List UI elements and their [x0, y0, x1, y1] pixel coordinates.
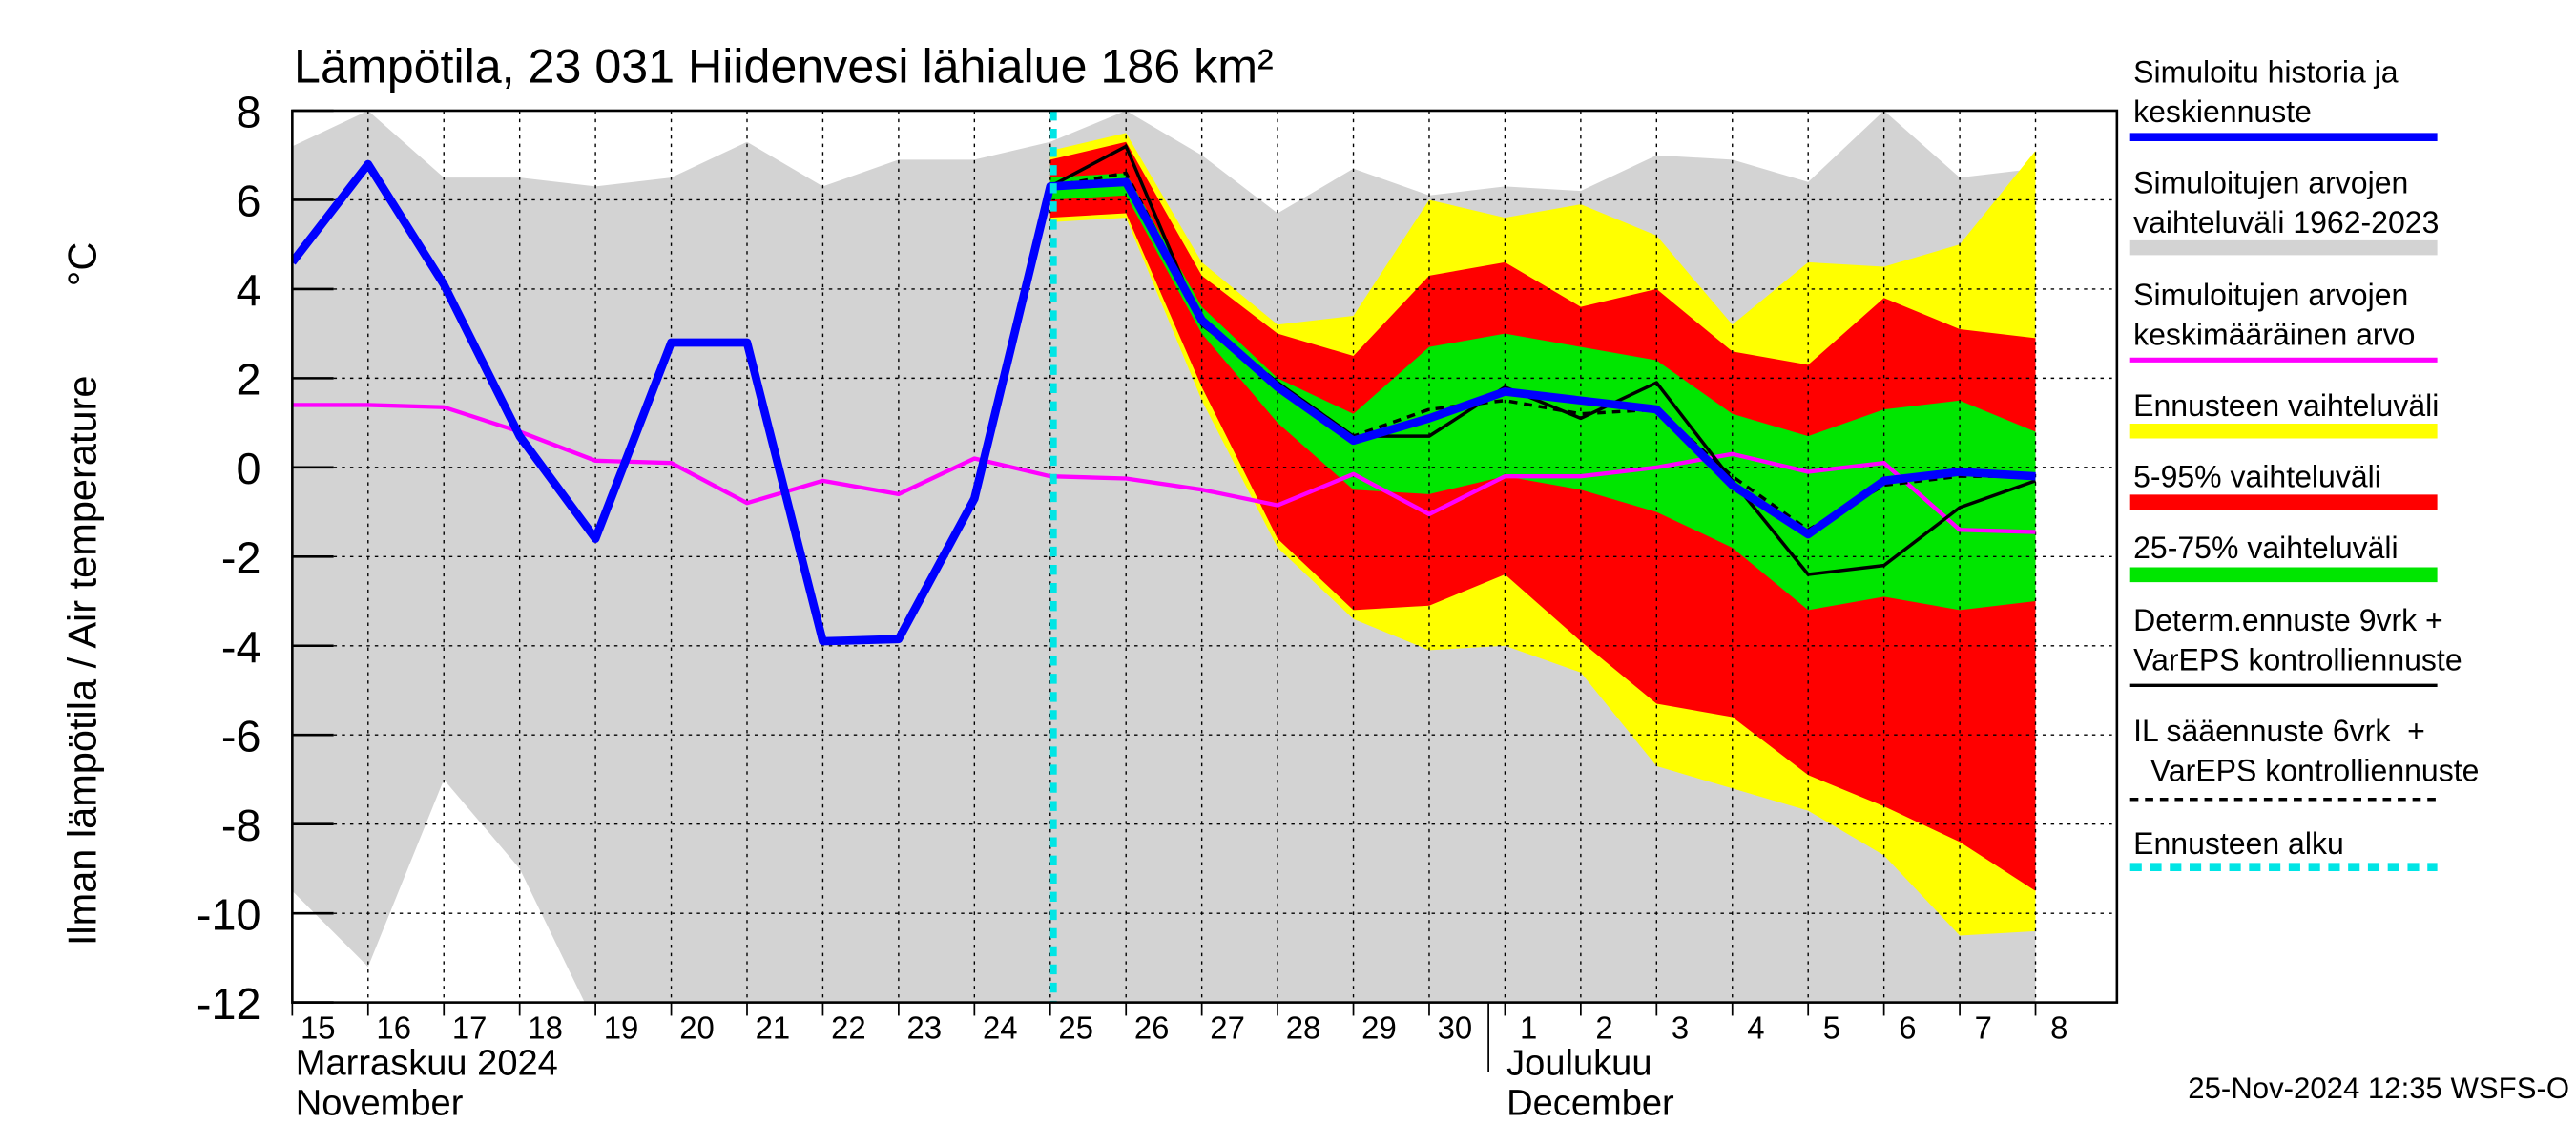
legend-label: VarEPS kontrolliennuste — [2133, 643, 2462, 677]
y-tick-label: 4 — [236, 265, 260, 315]
x-tick-label: 3 — [1672, 1010, 1689, 1046]
month-label: Joulukuu — [1506, 1044, 1652, 1084]
month-label: Marraskuu 2024 — [296, 1044, 558, 1084]
x-tick-label: 7 — [1975, 1010, 1992, 1046]
x-tick-label: 5 — [1823, 1010, 1840, 1046]
legend-label: IL sääennuste 6vrk + — [2133, 714, 2425, 748]
y-tick-label: 2 — [236, 355, 260, 405]
legend-label: vaihteluväli 1962-2023 — [2133, 205, 2439, 239]
x-tick-label: 16 — [376, 1010, 411, 1046]
legend-label: Ennusteen alku — [2133, 826, 2344, 861]
y-tick-label: -4 — [221, 622, 261, 672]
y-tick-label: -6 — [221, 712, 261, 761]
legend-label: VarEPS kontrolliennuste — [2133, 754, 2479, 788]
x-tick-label: 20 — [679, 1010, 715, 1046]
x-tick-label: 23 — [907, 1010, 943, 1046]
x-tick-label: 30 — [1438, 1010, 1473, 1046]
y-axis-label: Ilman lämpötila / Air temperature — [59, 376, 104, 947]
x-tick-label: 19 — [604, 1010, 639, 1046]
x-tick-label: 15 — [301, 1010, 336, 1046]
legend-label: keskimääräinen arvo — [2133, 318, 2415, 352]
x-tick-label: 29 — [1361, 1010, 1397, 1046]
x-tick-label: 26 — [1134, 1010, 1170, 1046]
x-tick-label: 4 — [1747, 1010, 1764, 1046]
legend-label: Determ.ennuste 9vrk + — [2133, 603, 2443, 637]
x-tick-label: 22 — [831, 1010, 866, 1046]
y-tick-label: 8 — [236, 87, 260, 136]
x-tick-label: 24 — [983, 1010, 1018, 1046]
y-tick-label: 0 — [236, 444, 260, 493]
legend-label: Simuloitujen arvojen — [2133, 278, 2408, 312]
y-axis-unit: °C — [59, 242, 104, 287]
x-tick-label: 21 — [756, 1010, 791, 1046]
y-tick-label: -12 — [197, 979, 261, 1029]
x-tick-label: 2 — [1595, 1010, 1612, 1046]
legend-label: 25-75% vaihteluväli — [2133, 531, 2399, 565]
x-tick-label: 1 — [1520, 1010, 1537, 1046]
x-tick-label: 18 — [528, 1010, 563, 1046]
timestamp: 25-Nov-2024 12:35 WSFS-O — [2188, 1072, 2569, 1105]
month-label: November — [296, 1083, 464, 1123]
y-tick-label: -10 — [197, 889, 261, 939]
x-tick-label: 27 — [1210, 1010, 1245, 1046]
chart-title: Lämpötila, 23 031 Hiidenvesi lähialue 18… — [294, 40, 1274, 94]
legend-label: Simuloitu historia ja — [2133, 55, 2399, 90]
history-line — [292, 159, 2036, 646]
plot-frame — [291, 109, 2119, 1004]
y-tick-label: -8 — [221, 801, 261, 850]
plot-area — [292, 110, 2117, 1003]
x-tick-label: 17 — [452, 1010, 488, 1046]
range-band — [1049, 141, 2036, 891]
y-tick-label: 6 — [236, 177, 260, 226]
x-tick-label: 6 — [1899, 1010, 1916, 1046]
x-tick-label: 8 — [2050, 1010, 2067, 1046]
range-band — [1049, 173, 2036, 611]
legend-label: Simuloitujen arvojen — [2133, 166, 2408, 200]
series-line — [292, 403, 2036, 534]
legend-label: Ennusteen vaihteluväli — [2133, 388, 2439, 423]
x-tick-label: 28 — [1286, 1010, 1321, 1046]
legend-label: 5-95% vaihteluväli — [2133, 460, 2381, 494]
month-label: December — [1506, 1083, 1674, 1123]
legend-label: keskiennuste — [2133, 94, 2312, 129]
x-tick-label: 25 — [1058, 1010, 1093, 1046]
y-tick-label: -2 — [221, 533, 261, 583]
